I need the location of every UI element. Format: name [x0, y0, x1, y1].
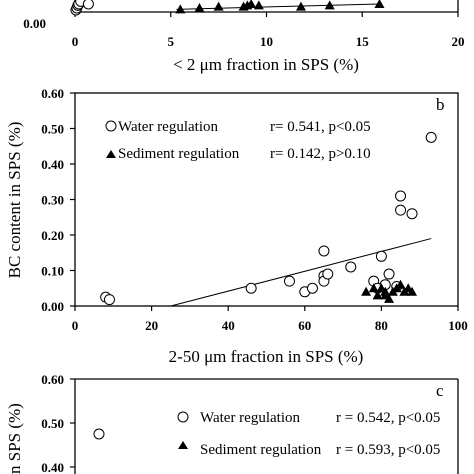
panel-b-y-tick-label: 0.10: [41, 264, 64, 279]
panel-b-triangle-point: [395, 279, 406, 289]
panel-b-y-tick-label: 0.50: [41, 122, 64, 137]
panel-b-circle-point: [395, 190, 407, 202]
panel-b-circle-point: [103, 294, 115, 306]
panel-a-circle-point: [82, 0, 94, 10]
panel-a-triangle-point: [246, 0, 257, 8]
panel-b-y-tick-label: 0.20: [41, 228, 64, 243]
panel-b-x-tick-label: 40: [222, 318, 235, 333]
panel-c-y-tick-label: 0.60: [41, 372, 64, 387]
panel-b-triangle-point: [368, 283, 379, 293]
legend-sediment-label-c: Sediment regulation: [200, 442, 322, 458]
panel-a-x-tick-label: 5: [168, 34, 175, 49]
panel-b-circle-point: [425, 131, 437, 143]
panel-a-triangle-point: [194, 3, 205, 12]
panel-b-circle-point: [283, 275, 295, 287]
panel-a-x-tick-label: 0: [72, 34, 79, 49]
panel-c: c n SPS (%) Water regulation r = 0.542, …: [5, 372, 459, 474]
panel-c-circle-point: [93, 428, 105, 440]
legend-water-marker-c: [177, 411, 189, 423]
panel-b-x-tick-label: 60: [298, 318, 311, 333]
panel-a: 0.00 < 2 μm fraction in SPS (%) 0 5 10 15 20: [23, 0, 465, 74]
panel-b-x-tick-label: 20: [145, 318, 158, 333]
panel-b-triangle-point: [361, 286, 372, 296]
panel-b-trendline: [170, 238, 432, 307]
panel-b-x-tick-label: 80: [375, 318, 388, 333]
legend-sediment-stat-c: r = 0.593, p<0.05: [336, 442, 440, 458]
panel-b-circle-point: [322, 268, 334, 280]
legend-water-label-c: Water regulation: [200, 410, 300, 426]
panel-a-x-tick-label: 10: [260, 34, 273, 49]
panel-b-circle-point: [318, 245, 330, 257]
legend-sediment-marker-c: [178, 441, 188, 449]
panel-a-y-tick-label: 0.00: [23, 16, 46, 31]
panel-b-circle-point: [306, 282, 318, 294]
legend-water-label: Water regulation: [118, 119, 218, 135]
panel-a-triangle-point: [213, 1, 224, 11]
panel-b-x-tick-label: 100: [448, 318, 468, 333]
panel-c-label: c: [436, 381, 444, 400]
panel-b-circle-point: [395, 204, 407, 216]
panel-b-x-axis-label: 2-50 μm fraction in SPS (%): [169, 347, 364, 366]
panel-b: b BC content in SPS (%) 2-50 μm fraction…: [5, 86, 468, 366]
legend-water-marker: [105, 120, 117, 132]
panel-b-y-tick-label: 0.60: [41, 86, 64, 101]
panel-b-triangle-point: [372, 290, 383, 300]
panel-b-circle-point: [245, 282, 257, 294]
panel-a-triangle-point: [253, 0, 264, 10]
legend-water-stat: r= 0.541, p<0.05: [270, 119, 371, 135]
panel-c-y-axis-label: n SPS (%): [5, 403, 24, 474]
panel-b-triangle-point: [407, 286, 418, 296]
panel-a-x-axis-label: < 2 μm fraction in SPS (%): [173, 55, 359, 74]
panel-a-x-tick-label: 15: [356, 34, 370, 49]
panel-c-y-tick-label: 0.40: [41, 460, 64, 474]
legend-water-stat-c: r = 0.542, p<0.05: [336, 410, 440, 426]
panel-b-triangle-point: [384, 293, 395, 303]
panel-a-x-tick-label: 20: [452, 34, 465, 49]
panel-c-y-tick-label: 0.50: [41, 416, 64, 431]
panel-b-y-axis-label: BC content in SPS (%): [5, 122, 24, 279]
panel-b-circle-point: [406, 208, 418, 220]
legend-sediment-marker: [106, 150, 116, 158]
legend-sediment-stat: r= 0.142, p>0.10: [270, 146, 371, 162]
legend-sediment-label: Sediment regulation: [118, 146, 240, 162]
panel-b-y-tick-label: 0.40: [41, 157, 64, 172]
panel-b-x-tick-label: 0: [72, 318, 79, 333]
panel-b-circle-point: [345, 261, 357, 273]
panel-b-circle-point: [383, 268, 395, 280]
panel-b-circle-point: [375, 250, 387, 262]
panel-a-trendline: [176, 3, 380, 10]
panel-b-y-tick-label: 0.00: [41, 299, 64, 314]
panel-b-label: b: [436, 95, 445, 114]
panel-b-y-tick-label: 0.30: [41, 193, 64, 208]
